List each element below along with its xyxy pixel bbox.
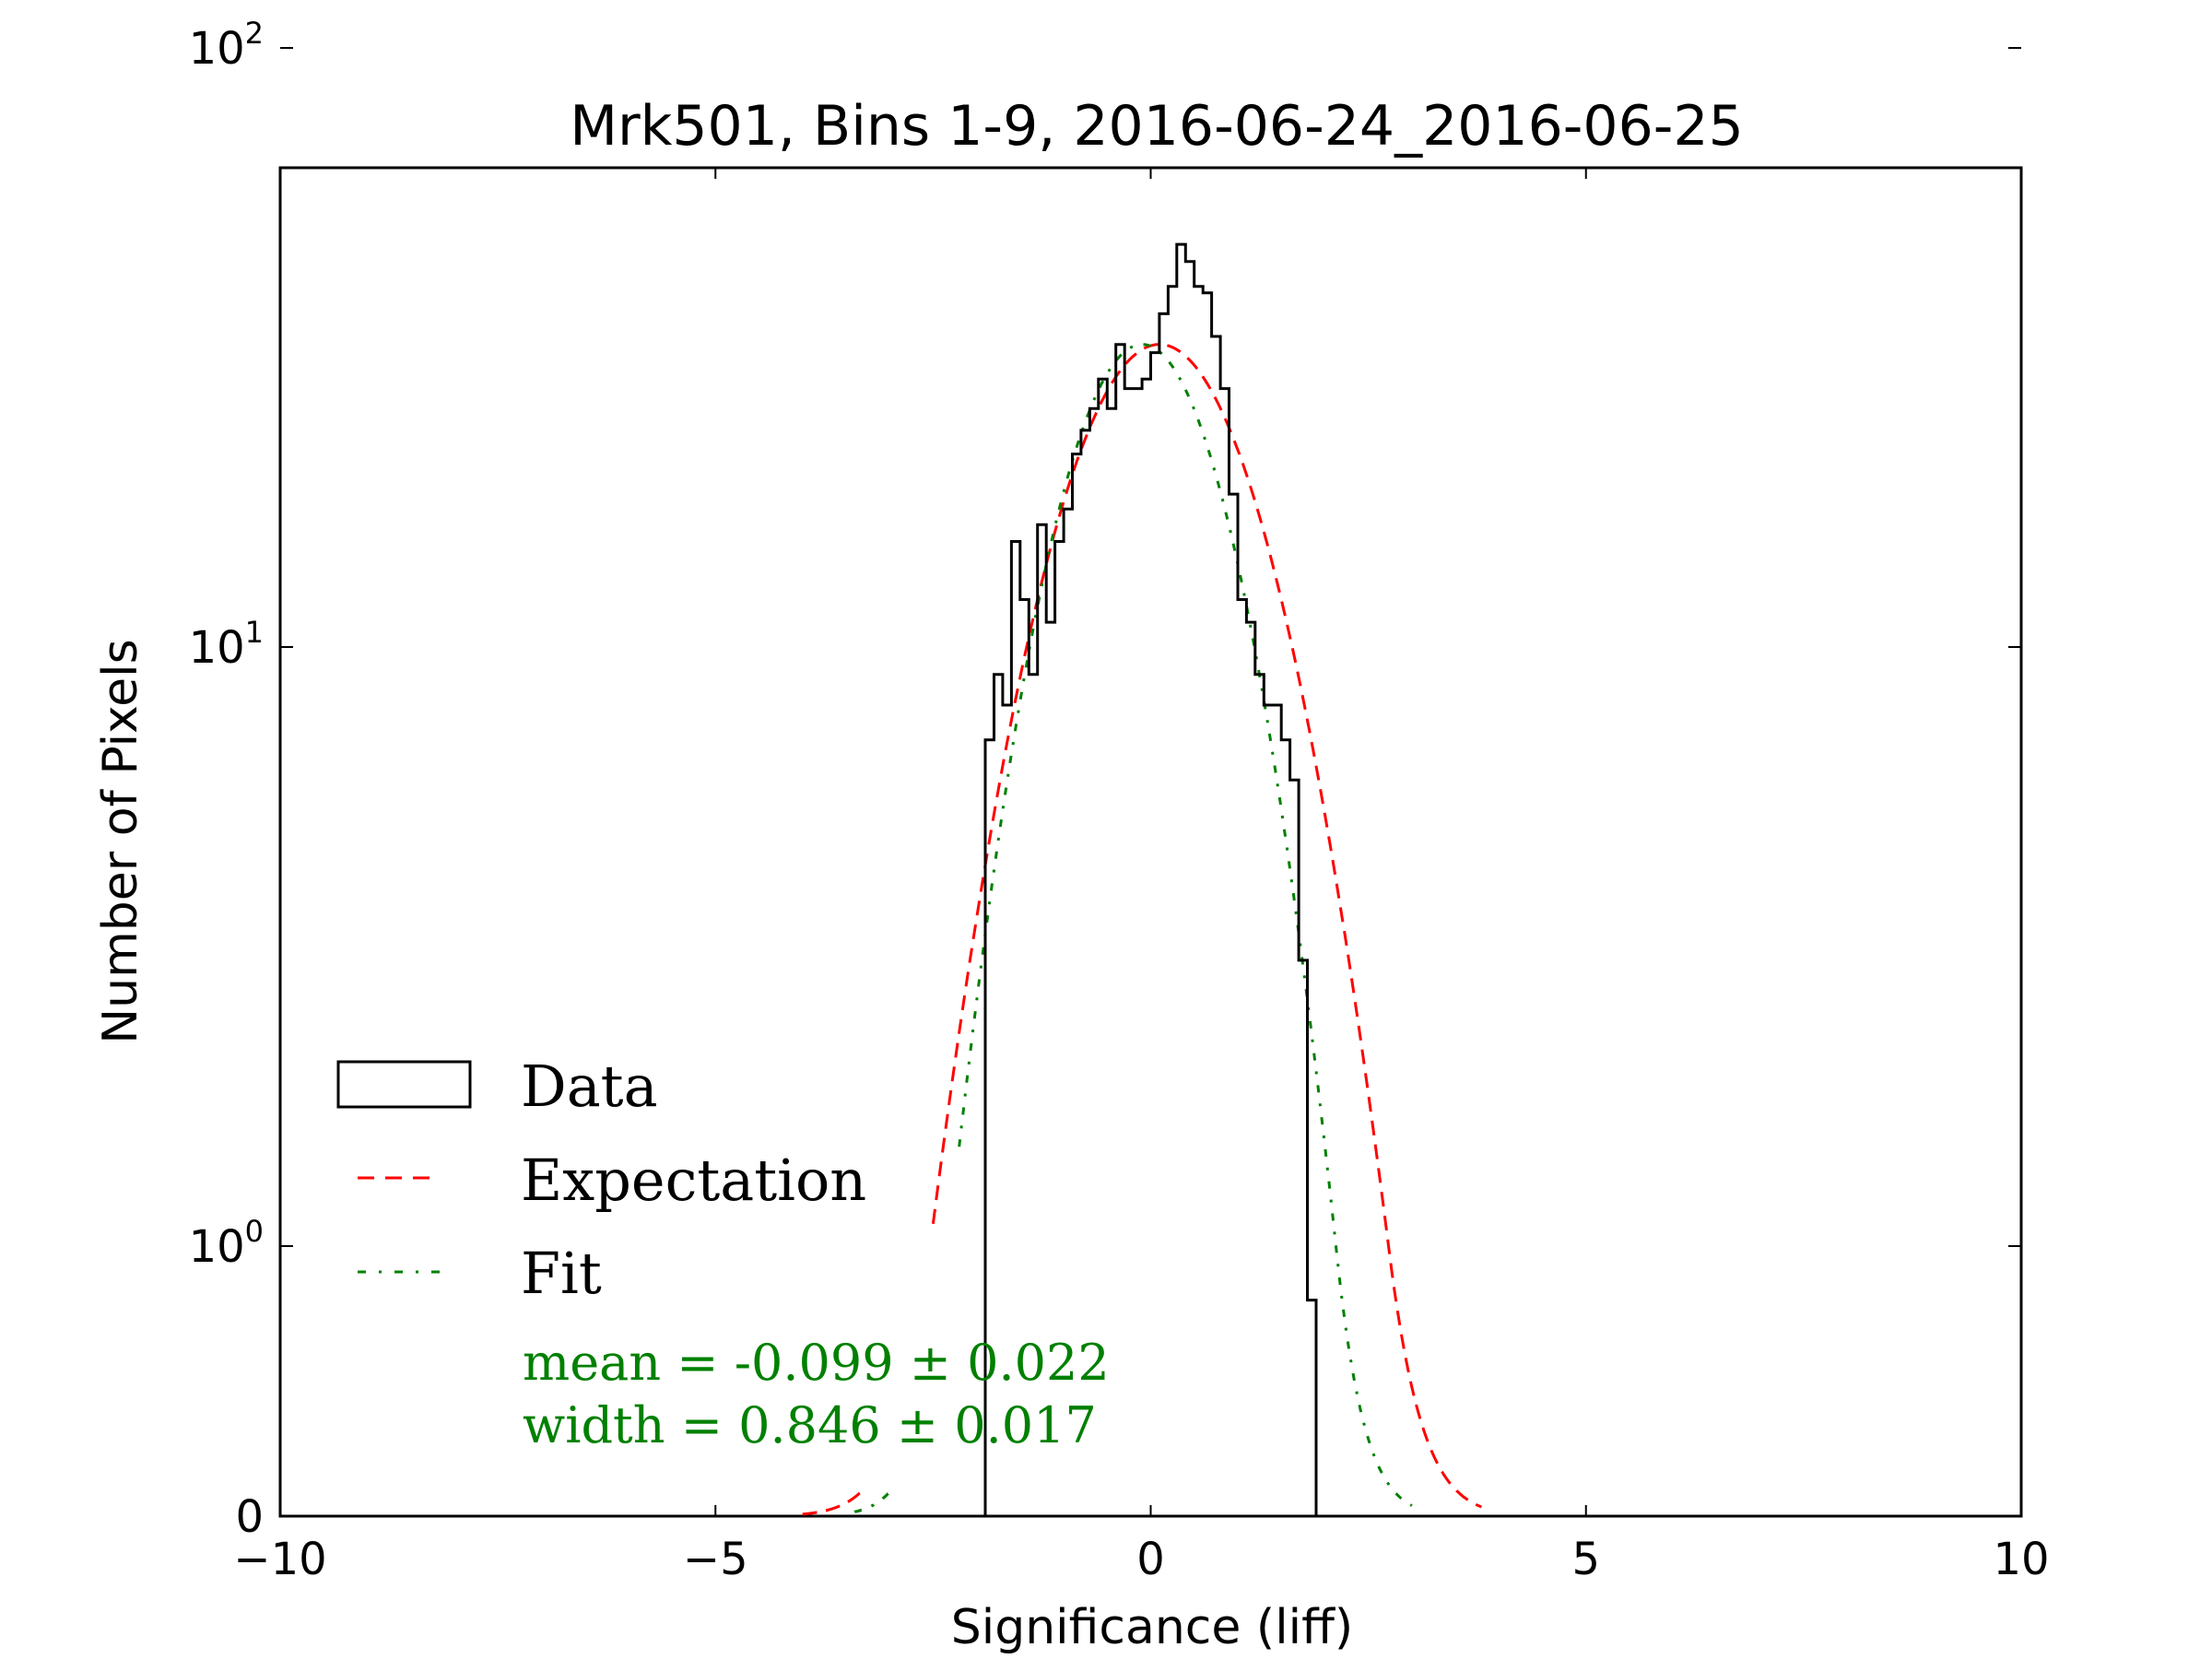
y-tick-label: 100 [189, 1214, 264, 1273]
fit-curve-tail [853, 1490, 891, 1513]
expectation-curve-tail [802, 1488, 865, 1516]
y-tick-label-exponent: 2 [245, 16, 264, 51]
expectation-curve [931, 343, 1482, 1509]
fit-curve [958, 343, 1413, 1507]
legend: Data Expectation Fit [336, 1053, 866, 1307]
x-tick-label: 5 [1571, 1534, 1600, 1585]
y-tick-label: 0 [235, 1491, 264, 1543]
y-tick-label: 102 [189, 16, 264, 75]
x-tick-label: −5 [683, 1534, 748, 1585]
legend-fit-label: Fit [521, 1240, 602, 1307]
x-tick-label: 0 [1136, 1534, 1165, 1585]
fit-mean-annotation: mean = -0.099 ± 0.022 [523, 1334, 1110, 1392]
x-tick-label: 10 [1993, 1534, 2049, 1585]
y-tick-label-exponent: 0 [245, 1214, 264, 1249]
y-tick-label-base: 10 [189, 1221, 245, 1273]
y-tick-label-exponent: 1 [245, 615, 264, 650]
curves-layer [802, 343, 1482, 1516]
chart-title: Mrk501, Bins 1-9, 2016-06-24_2016-06-25 [570, 94, 1744, 159]
y-axis-label: Number of Pixels [93, 639, 148, 1043]
y-tick-label: 101 [189, 615, 264, 674]
legend-expectation-label: Expectation [521, 1147, 866, 1214]
legend-data-swatch [336, 1060, 472, 1109]
fit-width-annotation: width = 0.846 ± 0.017 [523, 1396, 1097, 1454]
y-tick-label-base: 10 [189, 23, 245, 75]
data-histogram-outline [983, 242, 1318, 1516]
y-tick-label-base: 10 [189, 622, 245, 674]
x-tick-label: −10 [233, 1534, 326, 1585]
y-tick-label-base: 0 [235, 1491, 264, 1543]
histogram-layer [983, 242, 1318, 1516]
legend-data-label: Data [521, 1053, 658, 1120]
x-axis-label: Significance (liff) [951, 1600, 1353, 1655]
